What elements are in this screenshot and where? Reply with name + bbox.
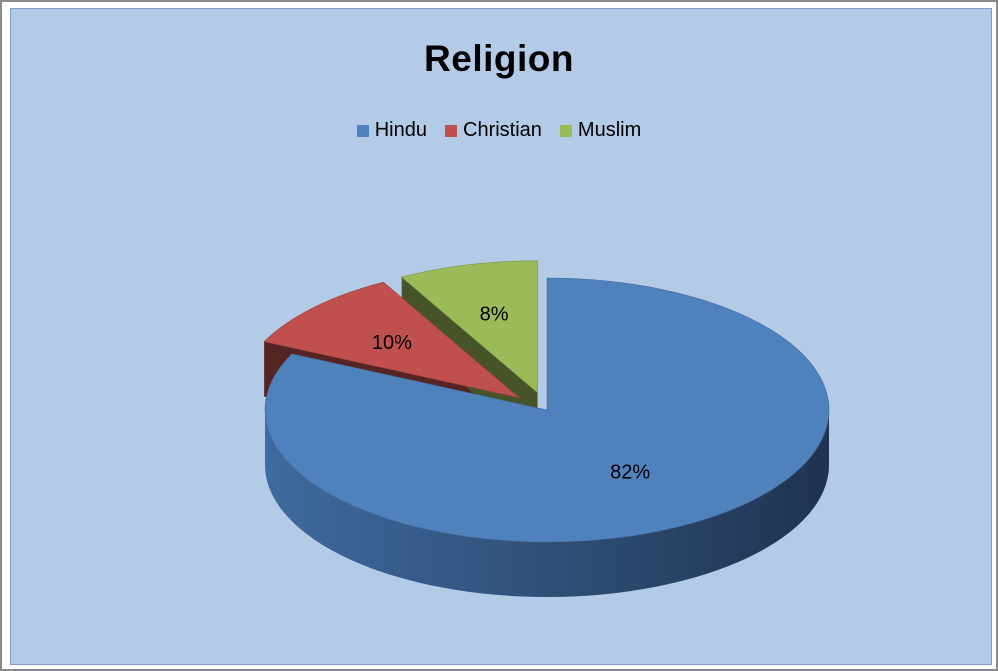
pie-slice-muslim[interactable] [401,260,538,394]
pie-slice-hindu-wall-0 [265,410,829,598]
legend-swatch-muslim [559,124,572,137]
slice-label-muslim: 8% [480,304,509,326]
legend-swatch-hindu [356,124,369,137]
legend-item-christian[interactable]: Christian [445,119,542,142]
legend-swatch-christian [445,124,457,137]
chart-title: Religion [424,38,574,79]
slice-label-hindu: 82% [610,461,650,483]
chart-legend: Hindu Christian Muslim [0,119,998,142]
legend-item-hindu[interactable]: Hindu [356,119,427,142]
pie-slice-christian[interactable] [263,281,520,399]
slice-label-christian: 10% [372,332,412,354]
legend-item-muslim[interactable]: Muslim [559,119,642,142]
legend-label-muslim: Muslim [577,119,642,141]
legend-label-christian: Christian [463,119,542,141]
legend-label-hindu: Hindu [374,119,427,141]
pie-slice-hindu[interactable] [264,277,830,543]
